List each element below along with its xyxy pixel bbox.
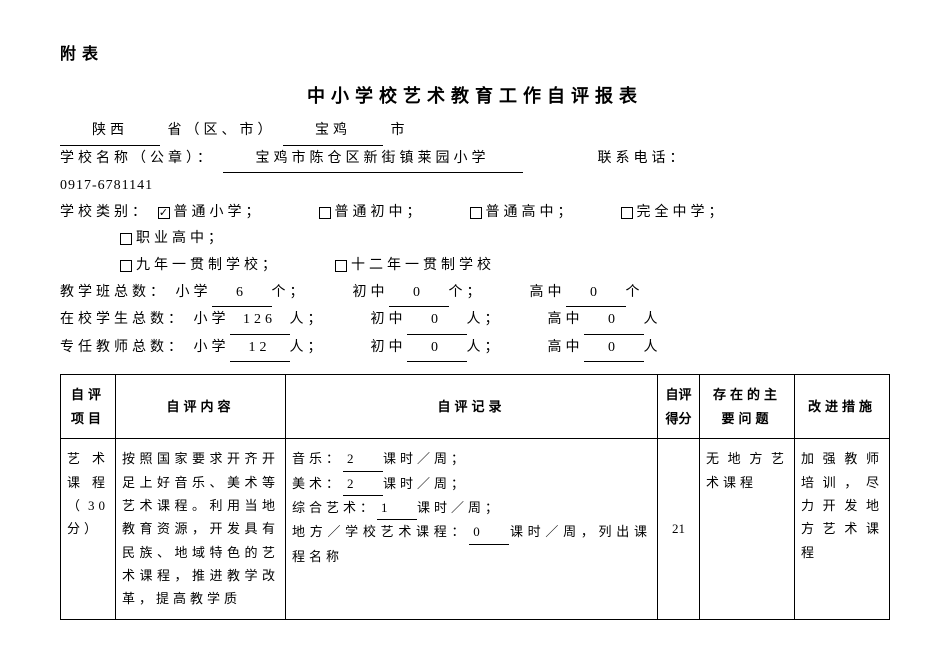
comp-value: 1 xyxy=(377,496,417,520)
cell-actions: 加强教师培训，尽力开发地方艺术课程 xyxy=(795,439,890,620)
checkbox-primary: ✓ xyxy=(158,207,170,219)
type-line-3: 九年一贯制学校； 十二年一贯制学校 xyxy=(60,253,890,280)
type-line-1: 学校类别： ✓ 普通小学； 普通初中； 普通高中； 完全中学； xyxy=(60,200,890,227)
teacher-junior: 0 xyxy=(407,335,467,363)
checkbox-nine xyxy=(120,260,132,272)
student-line: 在校学生总数： 小学126人； 初中0人； 高中0人 xyxy=(60,307,890,335)
student-label: 在校学生总数： xyxy=(60,312,186,327)
cell-content: 按照国家要求开齐开足上好音乐、美术等艺术课程。利用当地教育资源，开发具有民族、地… xyxy=(116,439,286,620)
cell-score: 21 xyxy=(658,439,700,620)
teacher-label: 专任教师总数： xyxy=(60,340,186,355)
checkbox-junior xyxy=(319,207,331,219)
type-nine: 九年一贯制学校； xyxy=(136,258,280,273)
city-suffix: 市 xyxy=(391,123,409,138)
checkbox-twelve xyxy=(335,260,347,272)
student-primary: 126 xyxy=(230,307,290,335)
city-value: 宝鸡 xyxy=(283,118,383,146)
type-label: 学校类别： xyxy=(60,205,150,220)
junior-prefix: 初中 xyxy=(353,285,389,300)
teacher-senior: 0 xyxy=(584,335,644,363)
teacher-primary: 12 xyxy=(230,335,290,363)
type-senior: 普通高中； xyxy=(486,205,576,220)
type-vocational: 职业高中； xyxy=(136,231,226,246)
student-senior: 0 xyxy=(584,307,644,335)
class-label: 教学班总数： xyxy=(60,285,168,300)
type-line-2: 职业高中； xyxy=(60,226,890,253)
phone-line: 0917-6781141 xyxy=(60,173,890,200)
local-value: 0 xyxy=(469,520,509,544)
region-line: 陕西 省（区、市） 宝鸡 市 xyxy=(60,118,890,146)
teacher-line: 专任教师总数： 小学12人； 初中0人； 高中0人 xyxy=(60,335,890,363)
art-value: 2 xyxy=(343,472,383,496)
eval-table: 自评项目 自评内容 自评记录 自评得分 存在的主要问题 改进措施 艺术课程（30… xyxy=(60,374,890,620)
th-actions: 改进措施 xyxy=(795,375,890,439)
cell-item: 艺术课程（30分） xyxy=(61,439,116,620)
type-primary: 普通小学； xyxy=(174,205,264,220)
page-title: 中小学校艺术教育工作自评报表 xyxy=(60,82,890,108)
class-junior: 0 xyxy=(389,280,449,308)
school-name-label: 学校名称（公章）： xyxy=(60,151,215,166)
checkbox-vocational xyxy=(120,233,132,245)
province-value: 陕西 xyxy=(60,118,160,146)
phone-label: 联系电话： xyxy=(598,151,688,166)
province-suffix: 省（区、市） xyxy=(168,123,276,138)
student-junior: 0 xyxy=(407,307,467,335)
th-score: 自评得分 xyxy=(658,375,700,439)
type-complete: 完全中学； xyxy=(637,205,727,220)
class-primary: 6 xyxy=(212,280,272,308)
section-heading: 附表 xyxy=(60,40,890,64)
primary-prefix: 小学 xyxy=(176,285,212,300)
phone-value: 0917-6781141 xyxy=(60,178,153,193)
th-item: 自评项目 xyxy=(61,375,116,439)
type-junior: 普通初中； xyxy=(335,205,425,220)
th-content: 自评内容 xyxy=(116,375,286,439)
cell-record: 音乐：2课时／周； 美术：2课时／周； 综合艺术：1课时／周； 地方／学校艺术课… xyxy=(286,439,658,620)
type-twelve: 十二年一贯制学校 xyxy=(351,258,495,273)
table-row: 艺术课程（30分） 按照国家要求开齐开足上好音乐、美术等艺术课程。利用当地教育资… xyxy=(61,439,890,620)
cell-issues: 无地方艺术课程 xyxy=(700,439,795,620)
class-line: 教学班总数： 小学6个； 初中0个； 高中0个 xyxy=(60,280,890,308)
checkbox-complete xyxy=(621,207,633,219)
school-line: 学校名称（公章）： 宝鸡市陈仓区新街镇莱园小学 联系电话： xyxy=(60,146,890,174)
class-senior: 0 xyxy=(566,280,626,308)
checkbox-senior xyxy=(470,207,482,219)
table-header-row: 自评项目 自评内容 自评记录 自评得分 存在的主要问题 改进措施 xyxy=(61,375,890,439)
senior-prefix: 高中 xyxy=(530,285,566,300)
school-name-value: 宝鸡市陈仓区新街镇莱园小学 xyxy=(223,146,523,174)
th-issues: 存在的主要问题 xyxy=(700,375,795,439)
th-record: 自评记录 xyxy=(286,375,658,439)
music-value: 2 xyxy=(343,447,383,471)
